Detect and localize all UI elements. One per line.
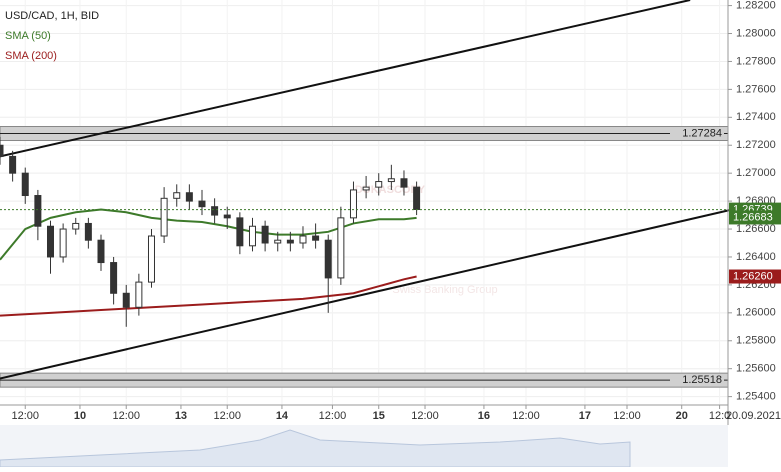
candle-body — [97, 239, 105, 264]
x-tick-label: 12:0 — [709, 410, 730, 422]
y-tick-label: 1.25600 — [736, 363, 776, 375]
y-tick-label: 1.27800 — [736, 55, 776, 67]
candle-body — [337, 217, 345, 279]
legend-entry: SMA (50) — [5, 30, 51, 42]
candle-body — [375, 181, 383, 188]
navigator-area — [0, 429, 631, 468]
x-tick-label: 12:00 — [319, 410, 347, 422]
candle-body — [261, 225, 269, 244]
level-label-box — [670, 374, 724, 387]
trend-line — [0, 0, 691, 158]
candle-body — [387, 178, 395, 183]
y-tick-label: 1.27600 — [736, 83, 776, 95]
y-tick-label: 1.27400 — [736, 111, 776, 123]
x-tick-label: 14 — [276, 410, 289, 422]
level-label: 1.25518 — [682, 374, 722, 386]
candle-body — [173, 192, 181, 199]
candle-body — [110, 262, 118, 294]
x-tick-label: 15 — [373, 410, 385, 422]
candle-body — [9, 155, 17, 174]
candle-body — [34, 195, 42, 227]
candle-body — [349, 189, 357, 219]
candle-body — [185, 192, 193, 202]
x-tick-label: 20 — [676, 410, 688, 422]
sma-line — [0, 208, 417, 261]
sma-line — [0, 275, 417, 317]
y-tick-label: 1.27200 — [736, 139, 776, 151]
plot-area: DUKASCOPY Swiss Banking Group 1.27284 1.255… — [0, 0, 733, 405]
candle-body — [198, 200, 206, 208]
x-tick-label: 16 — [478, 410, 490, 422]
y-tick-label: 1.26600 — [736, 223, 776, 235]
level-label-box — [670, 127, 724, 140]
legend-entry: SMA (200) — [5, 50, 57, 62]
x-tick-label: 12:00 — [112, 410, 140, 422]
candle-body — [324, 239, 332, 279]
y-tick-label: 1.28200 — [736, 0, 776, 11]
price-label-box — [729, 269, 781, 284]
y-tick-label: 1.27000 — [736, 167, 776, 179]
candle-body — [400, 178, 408, 188]
price-label: 1.26260 — [733, 270, 773, 282]
trend-line — [0, 208, 733, 380]
candle-body — [413, 186, 421, 210]
candle-body — [147, 235, 155, 283]
level-label: 1.27284 — [682, 127, 722, 139]
y-tick-label: 1.26000 — [736, 307, 776, 319]
y-tick-label: 1.25800 — [736, 335, 776, 347]
x-tick-label: 12:00 — [512, 410, 540, 422]
watermark: DUKASCOPY — [355, 184, 426, 196]
candle-body — [362, 186, 370, 191]
candle-body — [72, 222, 80, 230]
candle-body — [0, 144, 4, 157]
x-tick-label: 12:00 — [411, 410, 439, 422]
candle-body — [135, 281, 143, 308]
watermark-sub: Swiss Banking Group — [392, 284, 497, 296]
y-tick-label: 1.25400 — [736, 391, 776, 403]
candle-body — [312, 235, 320, 241]
x-tick-label: 12:00 — [11, 410, 39, 422]
x-tick-label: 10 — [74, 410, 86, 422]
candle-body — [299, 235, 307, 244]
candle-body — [84, 222, 92, 241]
candle-body — [160, 197, 168, 237]
candle-body — [236, 217, 244, 247]
candle-body — [274, 239, 282, 244]
x-tick-label: 12:00 — [213, 410, 241, 422]
x-tick-label: 12:00 — [613, 410, 641, 422]
candle-body — [248, 225, 256, 247]
candle-body — [211, 206, 219, 216]
chart-title: USD/CAD, 1H, BID — [5, 10, 99, 22]
y-tick-label: 1.26400 — [736, 251, 776, 263]
candle-body — [223, 214, 231, 219]
price-label: 1.26683 — [733, 211, 773, 223]
candle-body — [286, 239, 294, 244]
date-label: 20.09.2021 — [726, 410, 781, 422]
candle-body — [59, 228, 67, 258]
candle-body — [122, 292, 130, 308]
candle-body — [21, 172, 29, 197]
candle-body — [46, 225, 54, 258]
x-tick-label: 17 — [579, 410, 591, 422]
x-tick-label: 13 — [175, 410, 187, 422]
y-tick-label: 1.28000 — [736, 27, 776, 39]
price-label-box — [729, 210, 781, 225]
